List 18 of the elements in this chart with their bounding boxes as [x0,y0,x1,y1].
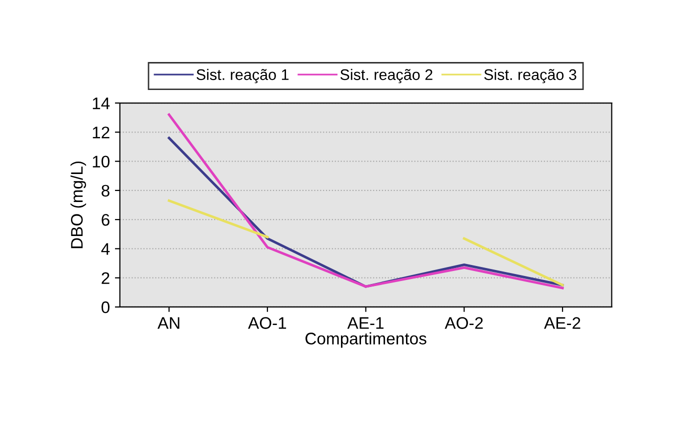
y-tick-label: 2 [102,272,110,284]
y-tick-label: 12 [92,126,110,138]
x-axis-title: Compartimentos [306,332,426,348]
y-tick-label: 14 [92,98,110,110]
y-tick-label: 6 [102,214,110,226]
x-tick-label: AE-1 [347,317,384,329]
y-tick-label: 4 [101,243,110,255]
x-tick-label: AN [158,317,180,329]
x-tick-label: AO-2 [444,317,483,329]
y-axis-title: DBO (mg/L) [70,162,86,248]
legend-label: Sist. reação 3 [484,68,576,84]
legend-label: Sist. reação 1 [196,68,289,84]
y-tick-label: 8 [102,184,110,197]
x-tick-label: AE-2 [544,317,580,329]
x-tick-label: AO-1 [248,317,286,329]
legend-label: Sist. reação 2 [340,68,432,84]
y-tick-label: 10 [92,156,110,168]
y-tick-label: 0 [102,301,110,314]
